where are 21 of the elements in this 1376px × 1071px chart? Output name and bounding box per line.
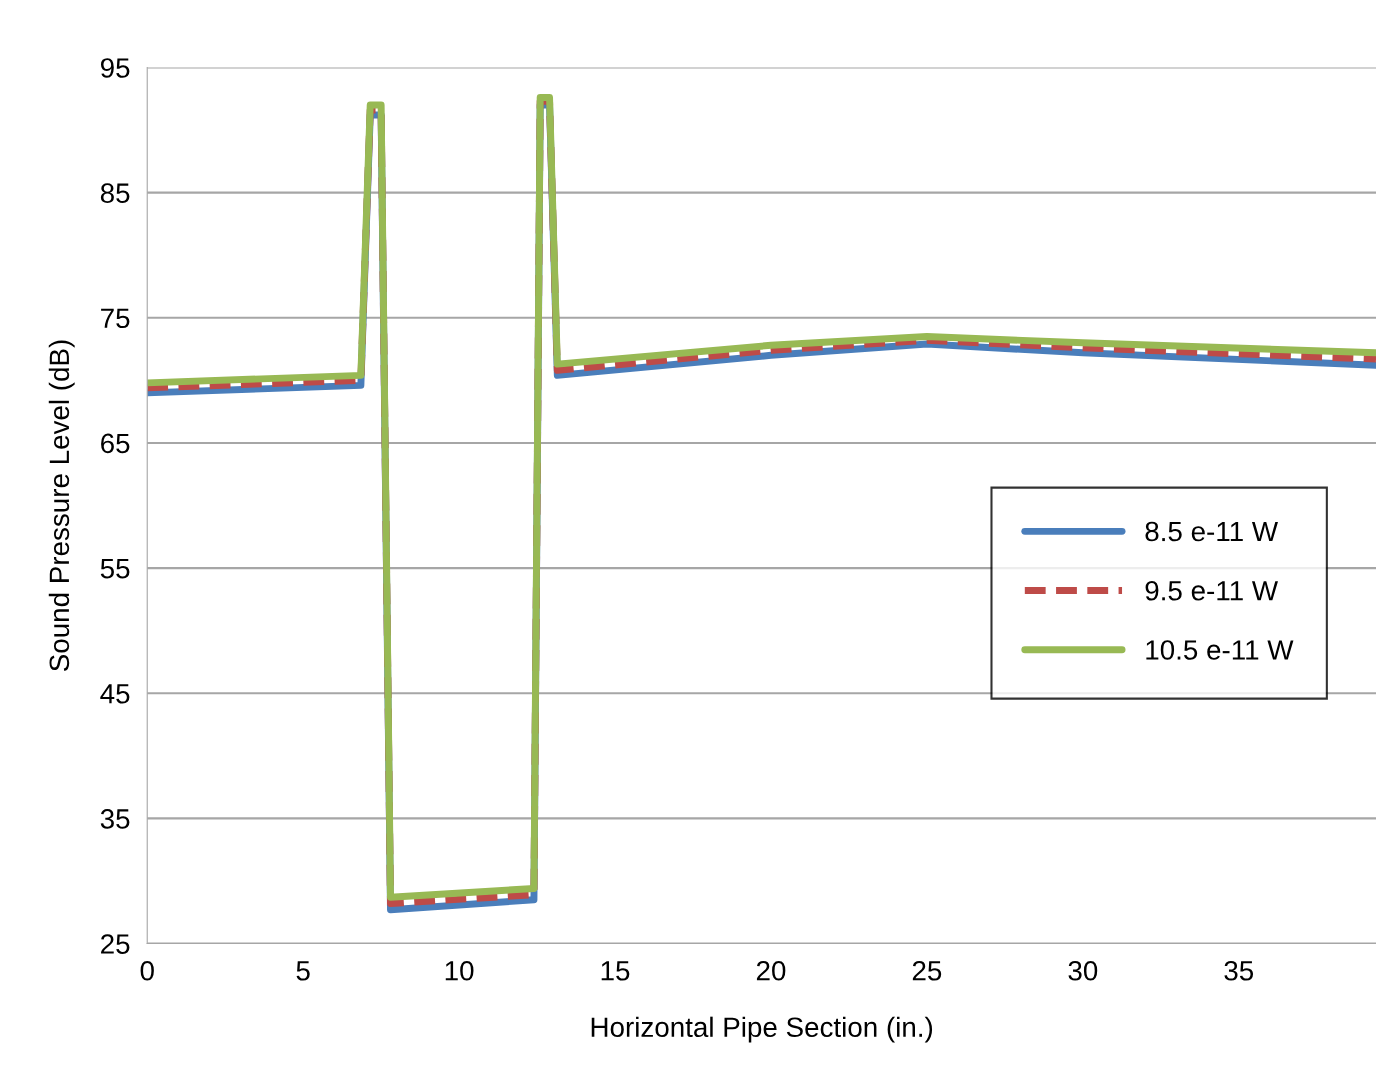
x-tick-label: 5 [296, 961, 310, 981]
legend-label: 8.5 e-11 W [1145, 521, 1278, 542]
x-tick-label: 0 [140, 960, 154, 981]
y-tick-label: 85 [100, 183, 130, 203]
y-tick-label: 95 [100, 58, 130, 78]
x-tick-label: 15 [601, 961, 630, 981]
x-tick-label: 35 [1224, 960, 1254, 981]
y-tick-label: 45 [100, 684, 130, 704]
x-tick-label: 10 [445, 960, 474, 981]
legend-label: 9.5 e-11 W [1145, 580, 1278, 601]
x-axis-title: Horizontal Pipe Section (in.) [591, 1016, 933, 1043]
y-axis-title: Sound Pressure Level (dB) [48, 340, 75, 671]
x-tick-label: 20 [756, 960, 786, 981]
y-tick-label: 65 [101, 433, 130, 454]
x-tick-label: 25 [912, 960, 942, 981]
y-tick-label: 25 [101, 934, 130, 954]
y-tick-label: 75 [101, 308, 130, 329]
x-tick-label: 30 [1068, 960, 1098, 981]
y-tick-label: 35 [100, 809, 130, 829]
y-tick-label: 55 [100, 559, 130, 579]
legend-label: 10.5 e-11 W [1146, 640, 1294, 660]
